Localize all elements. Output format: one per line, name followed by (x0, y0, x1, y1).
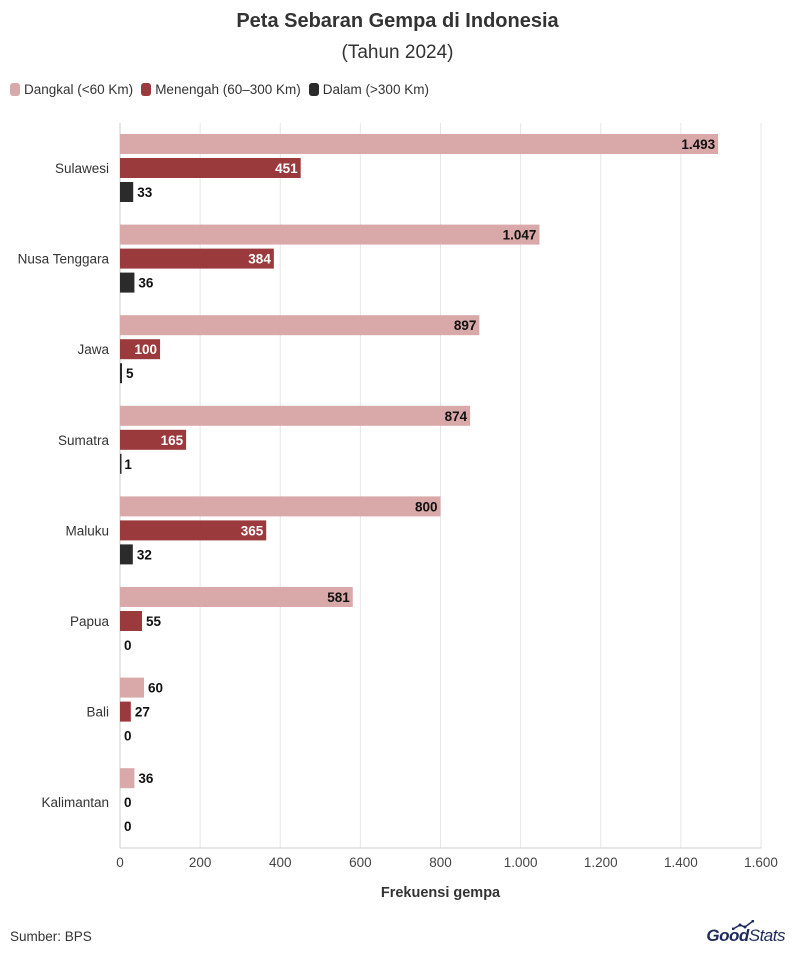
category-label: Papua (70, 614, 110, 629)
data-label: 581 (327, 590, 350, 605)
data-label: 60 (148, 681, 163, 696)
bar (120, 587, 353, 607)
source-note: Sumber: BPS (10, 929, 92, 944)
x-tick-label: 800 (429, 855, 452, 870)
legend-item-dalam[interactable]: Dalam (>300 Km) (308, 82, 429, 97)
bar (120, 134, 719, 154)
data-label: 33 (137, 185, 153, 200)
bar (120, 158, 301, 178)
data-label: 5 (126, 366, 134, 381)
legend-item-menengah[interactable]: Menengah (60–300 Km) (141, 82, 301, 97)
bar (120, 768, 135, 789)
bar (120, 405, 471, 426)
legend-label-dalam: Dalam (>300 Km) (322, 82, 429, 97)
bar (120, 701, 131, 722)
x-tick-label: 1.200 (584, 855, 618, 870)
bar (120, 315, 480, 336)
legend-swatch-dalam (308, 83, 319, 96)
category-label: Maluku (65, 523, 109, 538)
category-label: Nusa Tenggara (18, 252, 110, 267)
data-label: 0 (124, 638, 132, 653)
category-label: Sumatra (58, 433, 110, 448)
chart-title: Peta Sebaran Gempa di Indonesia (236, 10, 559, 32)
bar (120, 272, 135, 293)
bar (120, 520, 267, 541)
legend-label-menengah: Menengah (60–300 Km) (155, 82, 301, 97)
chart-legend: Dangkal (<60 Km) Menengah (60–300 Km) Da… (10, 82, 429, 97)
bar (120, 611, 143, 631)
category-label: Sulawesi (55, 161, 109, 176)
x-tick-label: 1.600 (744, 855, 778, 870)
bar (120, 429, 187, 450)
data-label: 1.493 (681, 137, 715, 152)
data-label: 32 (137, 547, 152, 562)
category-label: Jawa (77, 342, 109, 357)
x-tick-label: 600 (349, 855, 372, 870)
data-label: 55 (146, 614, 162, 629)
data-label: 165 (161, 433, 184, 448)
data-label: 1.047 (503, 228, 537, 243)
data-label: 384 (248, 252, 271, 267)
bar (120, 544, 133, 565)
bar (120, 363, 123, 384)
x-tick-label: 1.400 (664, 855, 698, 870)
data-label: 874 (445, 409, 468, 424)
data-label: 0 (124, 819, 132, 834)
x-tick-label: 200 (189, 855, 212, 870)
bar (120, 677, 145, 698)
bar (120, 182, 134, 202)
data-label: 365 (241, 523, 264, 538)
bar (120, 224, 540, 245)
data-label: 100 (135, 342, 158, 357)
data-label: 451 (275, 161, 298, 176)
brand-logo: GoodStats (706, 920, 786, 946)
data-label: 27 (135, 705, 150, 720)
data-label: 36 (138, 276, 154, 291)
category-label: Kalimantan (41, 795, 109, 810)
logo-trend-icon (732, 920, 755, 930)
bar (120, 248, 274, 269)
brand-text-thin: Stats (748, 926, 786, 945)
brand-text-bold: Good (706, 926, 749, 945)
bar (120, 339, 161, 360)
data-label: 0 (124, 795, 132, 810)
data-label: 897 (454, 318, 477, 333)
legend-item-dangkal[interactable]: Dangkal (<60 Km) (10, 82, 133, 97)
x-tick-label: 0 (116, 855, 124, 870)
data-label: 1 (124, 457, 132, 472)
legend-swatch-menengah (141, 83, 152, 96)
x-tick-label: 1.000 (504, 855, 538, 870)
data-label: 800 (415, 499, 438, 514)
bar (120, 453, 122, 474)
chart-subtitle: (Tahun 2024) (341, 42, 454, 63)
data-label: 36 (138, 771, 154, 786)
x-tick-label: 400 (269, 855, 292, 870)
legend-label-dangkal: Dangkal (<60 Km) (24, 82, 134, 97)
x-axis-title: Frekuensi gempa (381, 885, 501, 901)
data-label: 0 (124, 729, 132, 744)
legend-swatch-dangkal (10, 83, 20, 96)
bar (120, 496, 441, 517)
category-label: Bali (86, 705, 109, 720)
